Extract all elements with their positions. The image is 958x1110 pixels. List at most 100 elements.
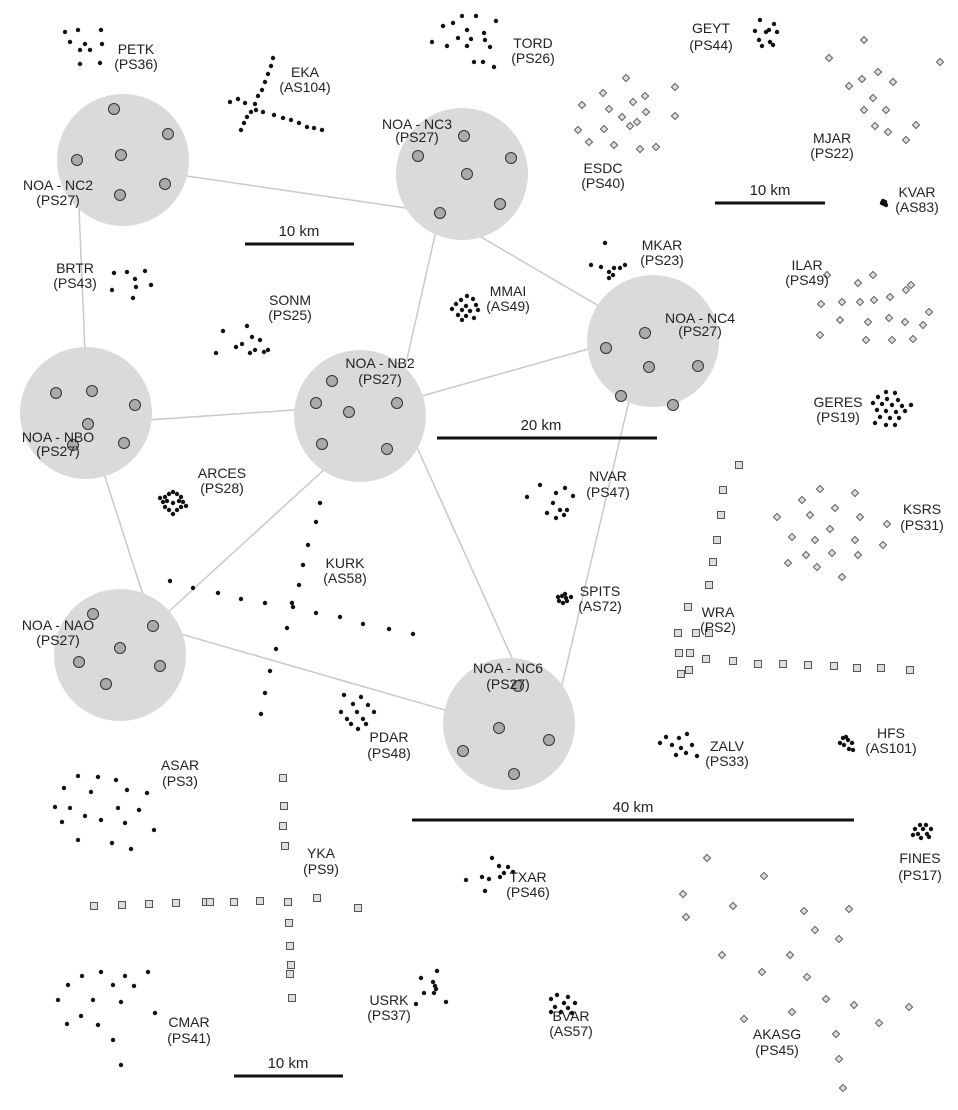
array-code-label: (PS47)	[586, 484, 630, 500]
station-dot-marker	[75, 837, 81, 843]
station-dot-marker	[148, 282, 154, 288]
station-diamond-marker	[702, 853, 712, 863]
site-station-node	[114, 189, 126, 201]
station-dot-marker	[317, 500, 323, 506]
station-square-marker	[906, 666, 914, 674]
site-station-node	[639, 327, 651, 339]
station-diamond-marker	[853, 550, 863, 560]
station-dot-marker	[59, 819, 65, 825]
array-name-label: MMAI	[490, 283, 527, 299]
station-dot-marker	[338, 709, 344, 715]
site-noa-nc4: NOA - NC4(PS27)	[587, 275, 735, 411]
station-dot-marker	[77, 47, 83, 53]
station-dot-marker	[553, 490, 559, 496]
station-dot-marker	[64, 1021, 70, 1027]
station-square-marker	[256, 897, 264, 905]
station-square-marker	[779, 660, 787, 668]
station-dot-marker	[319, 127, 325, 133]
site-station-node	[508, 768, 520, 780]
site-station-node	[600, 342, 612, 354]
station-dot-marker	[65, 982, 71, 988]
station-dot-marker	[689, 742, 695, 748]
network-sites: NOA - NC2(PS27)NOA - NC3(PS27)NOA - NC4(…	[20, 94, 735, 790]
station-diamond-marker	[900, 317, 910, 327]
site-station-node	[316, 438, 328, 450]
station-dot-marker	[241, 120, 247, 126]
station-dot-marker	[280, 115, 286, 121]
station-diamond-marker	[908, 334, 918, 344]
station-dot-marker	[606, 275, 612, 281]
site-station-node	[147, 620, 159, 632]
station-diamond-marker	[850, 535, 860, 545]
station-dot-marker	[176, 498, 182, 504]
site-area-circle	[443, 658, 575, 790]
station-square-marker	[145, 900, 153, 908]
station-dot-marker	[501, 870, 507, 876]
station-diamond-marker	[849, 1000, 859, 1010]
station-dot-marker	[145, 969, 151, 975]
station-dot-marker	[449, 306, 455, 312]
station-diamond-marker	[670, 111, 680, 121]
station-dot-marker	[341, 692, 347, 698]
station-diamond-marker	[888, 77, 898, 87]
station-diamond-marker	[577, 100, 587, 110]
station-dot-marker	[386, 626, 392, 632]
array-bvar: BVAR(AS57)	[548, 992, 593, 1039]
station-dot-marker	[431, 990, 437, 996]
station-dot-marker	[544, 510, 550, 516]
station-dot-marker	[133, 284, 139, 290]
station-square-marker	[717, 511, 725, 519]
station-dot-marker	[683, 750, 689, 756]
site-area-circle	[587, 275, 719, 407]
site-noa-nb2: NOA - NB2(PS27)	[294, 350, 426, 482]
array-code-label: (PS9)	[303, 861, 339, 877]
array-code-label: (PS36)	[114, 56, 158, 72]
station-dot-marker	[774, 29, 780, 35]
station-diamond-marker	[617, 112, 627, 122]
station-dot-marker	[463, 877, 469, 883]
station-dot-marker	[463, 303, 469, 309]
site-station-node	[162, 128, 174, 140]
station-dot-marker	[443, 999, 449, 1005]
array-name-label: NVAR	[589, 468, 627, 484]
station-diamond-marker	[681, 912, 691, 922]
station-diamond-marker	[805, 510, 815, 520]
array-code-label: (PS40)	[581, 175, 625, 191]
station-diamond-marker	[844, 904, 854, 914]
station-dot-marker	[846, 746, 852, 752]
station-square-marker	[172, 899, 180, 907]
station-dot-marker	[344, 716, 350, 722]
station-square-marker	[853, 664, 861, 672]
station-diamond-marker	[609, 140, 619, 150]
station-dot-marker	[588, 262, 594, 268]
station-diamond-marker	[883, 127, 893, 137]
station-dot-marker	[227, 99, 233, 105]
array-code-label: (PS3)	[162, 773, 198, 789]
station-dot-marker	[611, 265, 617, 271]
station-diamond-marker	[625, 121, 635, 131]
station-dot-marker	[311, 125, 317, 131]
array-code-label: (AS49)	[486, 298, 530, 314]
site-station-node	[493, 722, 505, 734]
station-dot-marker	[90, 997, 96, 1003]
station-dot-marker	[557, 507, 563, 513]
station-diamond-marker	[887, 335, 897, 345]
station-dot-marker	[55, 997, 61, 1003]
site-station-node	[461, 168, 473, 180]
station-diamond-marker	[717, 950, 727, 960]
station-diamond-marker	[640, 91, 650, 101]
site-code-label: (PS27)	[36, 192, 80, 208]
site-station-node	[159, 178, 171, 190]
station-dot-marker	[883, 408, 889, 414]
site-code-label: (PS27)	[36, 443, 80, 459]
station-diamond-marker	[838, 1083, 848, 1093]
array-name-label: FINES	[899, 850, 940, 866]
station-dot-marker	[470, 296, 476, 302]
station-dot-marker	[82, 813, 88, 819]
station-dot-marker	[130, 295, 136, 301]
station-dot-marker	[118, 999, 124, 1005]
site-name-label: NOA - NBO	[22, 429, 94, 445]
station-dot-marker	[249, 334, 255, 340]
station-dot-marker	[132, 276, 138, 282]
